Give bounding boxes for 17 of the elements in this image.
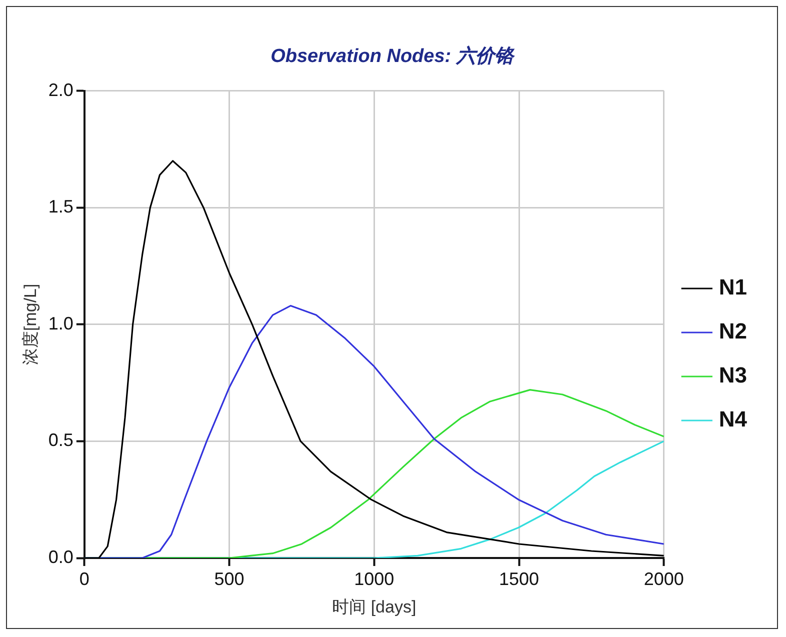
chart-title: Observation Nodes: 六价铬 bbox=[270, 44, 516, 69]
y-tick-label: 0.0 bbox=[48, 546, 74, 567]
y-tick-label: 1.5 bbox=[48, 196, 74, 217]
legend-label: N3 bbox=[718, 362, 747, 388]
y-tick-label: 1.0 bbox=[48, 313, 74, 334]
y-tick-label: 0.5 bbox=[48, 430, 74, 450]
y-axis-title: 浓度[mg/L] bbox=[20, 284, 40, 366]
x-tick-label: 500 bbox=[214, 568, 244, 589]
x-tick-label: 1500 bbox=[498, 568, 540, 589]
y-tick-label: 2.0 bbox=[48, 80, 74, 100]
x-tick-label: 2000 bbox=[644, 568, 684, 589]
legend-label: N1 bbox=[718, 274, 747, 300]
x-tick-label: 1000 bbox=[354, 568, 394, 589]
legend-label: N2 bbox=[718, 318, 747, 344]
legend-label: N4 bbox=[718, 406, 748, 432]
x-tick-label: 0 bbox=[79, 568, 90, 589]
x-axis-title: 时间 [days] bbox=[332, 597, 416, 616]
